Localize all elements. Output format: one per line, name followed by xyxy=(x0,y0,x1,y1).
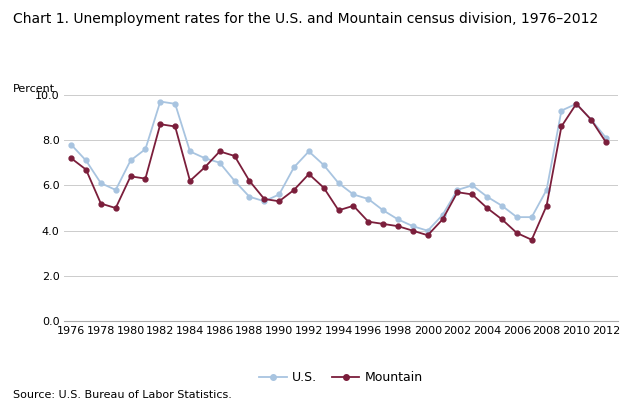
Line: Mountain: Mountain xyxy=(69,101,608,242)
U.S. xyxy=(454,187,461,192)
Mountain xyxy=(454,190,461,195)
U.S. xyxy=(528,215,536,220)
U.S. xyxy=(305,149,313,154)
Mountain xyxy=(587,117,595,122)
U.S. xyxy=(468,183,476,188)
U.S. xyxy=(231,178,238,183)
Mountain xyxy=(186,178,194,183)
U.S. xyxy=(171,101,179,106)
U.S. xyxy=(350,192,357,197)
U.S. xyxy=(246,194,254,199)
U.S. xyxy=(543,187,550,192)
Mountain xyxy=(290,187,298,192)
U.S. xyxy=(261,199,268,204)
Mountain xyxy=(201,165,209,170)
Text: Percent: Percent xyxy=(13,84,55,94)
Mountain xyxy=(216,149,224,154)
Mountain xyxy=(320,185,327,190)
Mountain xyxy=(513,231,520,236)
U.S. xyxy=(364,197,372,201)
Mountain xyxy=(557,124,565,129)
U.S. xyxy=(97,180,104,185)
Mountain xyxy=(573,101,580,106)
Mountain xyxy=(394,224,402,229)
Text: Source: U.S. Bureau of Labor Statistics.: Source: U.S. Bureau of Labor Statistics. xyxy=(13,390,232,400)
U.S. xyxy=(513,215,520,220)
Mountain xyxy=(602,140,610,145)
Mountain xyxy=(171,124,179,129)
Line: U.S.: U.S. xyxy=(69,99,608,233)
Mountain xyxy=(305,171,313,176)
Mountain xyxy=(409,228,417,233)
U.S. xyxy=(483,194,491,199)
Mountain xyxy=(157,122,164,127)
U.S. xyxy=(424,228,431,233)
U.S. xyxy=(409,224,417,229)
Mountain xyxy=(335,208,343,213)
U.S. xyxy=(379,208,387,213)
U.S. xyxy=(394,217,402,222)
Mountain xyxy=(543,204,550,208)
Mountain xyxy=(528,237,536,242)
U.S. xyxy=(201,156,209,161)
U.S. xyxy=(557,108,565,113)
U.S. xyxy=(602,135,610,140)
Mountain xyxy=(82,167,90,172)
Mountain xyxy=(127,174,134,179)
U.S. xyxy=(335,180,343,185)
Mountain xyxy=(68,156,75,161)
U.S. xyxy=(186,149,194,154)
Mountain xyxy=(246,178,254,183)
U.S. xyxy=(127,158,134,163)
U.S. xyxy=(68,142,75,147)
U.S. xyxy=(587,117,595,122)
Mountain xyxy=(424,233,431,238)
Mountain xyxy=(97,201,104,206)
Mountain xyxy=(350,204,357,208)
Mountain xyxy=(498,217,506,222)
U.S. xyxy=(141,147,149,152)
Mountain xyxy=(379,222,387,227)
Mountain xyxy=(483,206,491,211)
Legend: U.S., Mountain: U.S., Mountain xyxy=(254,366,427,389)
Mountain xyxy=(231,153,238,158)
Mountain xyxy=(141,176,149,181)
U.S. xyxy=(275,192,283,197)
U.S. xyxy=(439,213,447,218)
Mountain xyxy=(261,197,268,201)
Mountain xyxy=(275,199,283,204)
Mountain xyxy=(112,206,120,211)
U.S. xyxy=(498,204,506,208)
Mountain xyxy=(439,217,447,222)
U.S. xyxy=(320,162,327,167)
U.S. xyxy=(157,99,164,104)
Text: Chart 1. Unemployment rates for the U.S. and Mountain census division, 1976–2012: Chart 1. Unemployment rates for the U.S.… xyxy=(13,12,598,26)
U.S. xyxy=(82,158,90,163)
U.S. xyxy=(112,187,120,192)
U.S. xyxy=(290,165,298,170)
Mountain xyxy=(364,219,372,224)
U.S. xyxy=(216,160,224,165)
Mountain xyxy=(468,192,476,197)
U.S. xyxy=(573,101,580,106)
